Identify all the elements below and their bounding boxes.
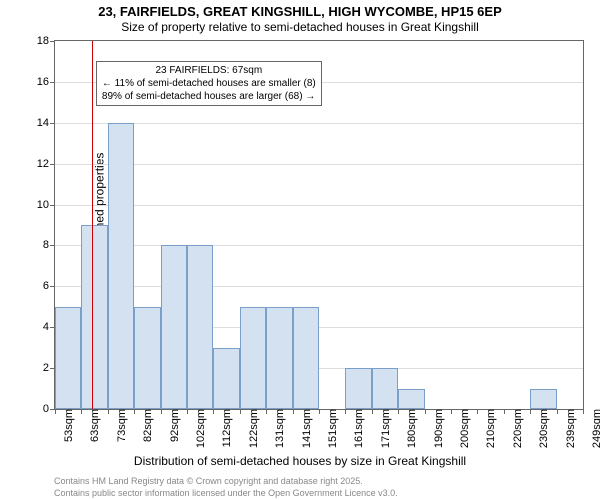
gridline (55, 123, 583, 124)
x-tick-label: 161sqm (349, 409, 365, 448)
plot-area: 02468101214161853sqm63sqm73sqm82sqm92sqm… (54, 40, 584, 410)
x-tick-label: 249sqm (587, 409, 600, 448)
x-tick-mark (504, 409, 505, 414)
histogram-bar (213, 348, 239, 409)
x-tick-mark (583, 409, 584, 414)
x-tick-mark (161, 409, 162, 414)
histogram-bar (81, 225, 107, 409)
reference-line (92, 41, 93, 409)
histogram-bar (398, 389, 424, 409)
x-tick-mark (425, 409, 426, 414)
x-tick-label: 131sqm (270, 409, 286, 448)
x-tick-label: 73sqm (112, 409, 128, 442)
chart-title-sub: Size of property relative to semi-detach… (0, 20, 600, 34)
gridline (55, 164, 583, 165)
x-tick-mark (187, 409, 188, 414)
x-tick-mark (266, 409, 267, 414)
histogram-bar (530, 389, 556, 409)
x-tick-mark (345, 409, 346, 414)
callout-box: 23 FAIRFIELDS: 67sqm← 11% of semi-detach… (96, 61, 322, 106)
histogram-bar (187, 245, 213, 409)
x-tick-label: 239sqm (561, 409, 577, 448)
x-tick-mark (81, 409, 82, 414)
y-tick-label: 14 (37, 117, 55, 129)
x-tick-label: 122sqm (244, 409, 260, 448)
y-tick-label: 6 (43, 280, 55, 292)
x-tick-label: 210sqm (481, 409, 497, 448)
x-tick-label: 200sqm (455, 409, 471, 448)
callout-smaller: ← 11% of semi-detached houses are smalle… (102, 77, 316, 90)
y-tick-label: 2 (43, 362, 55, 374)
x-tick-label: 102sqm (191, 409, 207, 448)
x-tick-label: 92sqm (165, 409, 181, 442)
x-tick-mark (108, 409, 109, 414)
y-tick-label: 8 (43, 239, 55, 251)
x-axis-label: Distribution of semi-detached houses by … (0, 454, 600, 468)
footer-copyright-1: Contains HM Land Registry data © Crown c… (54, 476, 363, 486)
x-tick-label: 141sqm (297, 409, 313, 448)
histogram-bar (293, 307, 319, 409)
x-tick-label: 63sqm (85, 409, 101, 442)
x-tick-mark (451, 409, 452, 414)
y-tick-label: 10 (37, 199, 55, 211)
x-tick-mark (372, 409, 373, 414)
callout-larger: 89% of semi-detached houses are larger (… (102, 90, 316, 103)
histogram-bar (240, 307, 266, 409)
x-tick-mark (213, 409, 214, 414)
x-tick-label: 82sqm (138, 409, 154, 442)
x-tick-mark (557, 409, 558, 414)
y-tick-label: 18 (37, 35, 55, 47)
footer-copyright-2: Contains public sector information licen… (54, 488, 398, 498)
x-tick-label: 220sqm (508, 409, 524, 448)
y-tick-label: 12 (37, 158, 55, 170)
x-tick-mark (398, 409, 399, 414)
histogram-bar (345, 368, 371, 409)
gridline (55, 245, 583, 246)
histogram-bar (266, 307, 292, 409)
chart-container: 23, FAIRFIELDS, GREAT KINGSHILL, HIGH WY… (0, 0, 600, 500)
histogram-bar (55, 307, 81, 409)
x-tick-label: 230sqm (534, 409, 550, 448)
histogram-bar (372, 368, 398, 409)
y-tick-label: 4 (43, 321, 55, 333)
x-tick-mark (293, 409, 294, 414)
x-tick-mark (134, 409, 135, 414)
x-tick-label: 112sqm (217, 409, 233, 447)
gridline (55, 205, 583, 206)
x-tick-mark (530, 409, 531, 414)
x-tick-mark (240, 409, 241, 414)
x-tick-mark (319, 409, 320, 414)
x-tick-label: 190sqm (429, 409, 445, 448)
x-tick-mark (55, 409, 56, 414)
callout-title: 23 FAIRFIELDS: 67sqm (102, 64, 316, 77)
x-tick-label: 151sqm (323, 409, 339, 448)
y-tick-label: 0 (43, 403, 55, 415)
gridline (55, 286, 583, 287)
x-tick-label: 171sqm (376, 409, 392, 448)
x-tick-label: 180sqm (402, 409, 418, 448)
y-tick-label: 16 (37, 76, 55, 88)
histogram-bar (134, 307, 160, 409)
histogram-bar (108, 123, 134, 409)
histogram-bar (161, 245, 187, 409)
chart-title-main: 23, FAIRFIELDS, GREAT KINGSHILL, HIGH WY… (0, 4, 600, 19)
x-tick-mark (477, 409, 478, 414)
x-tick-label: 53sqm (59, 409, 75, 442)
